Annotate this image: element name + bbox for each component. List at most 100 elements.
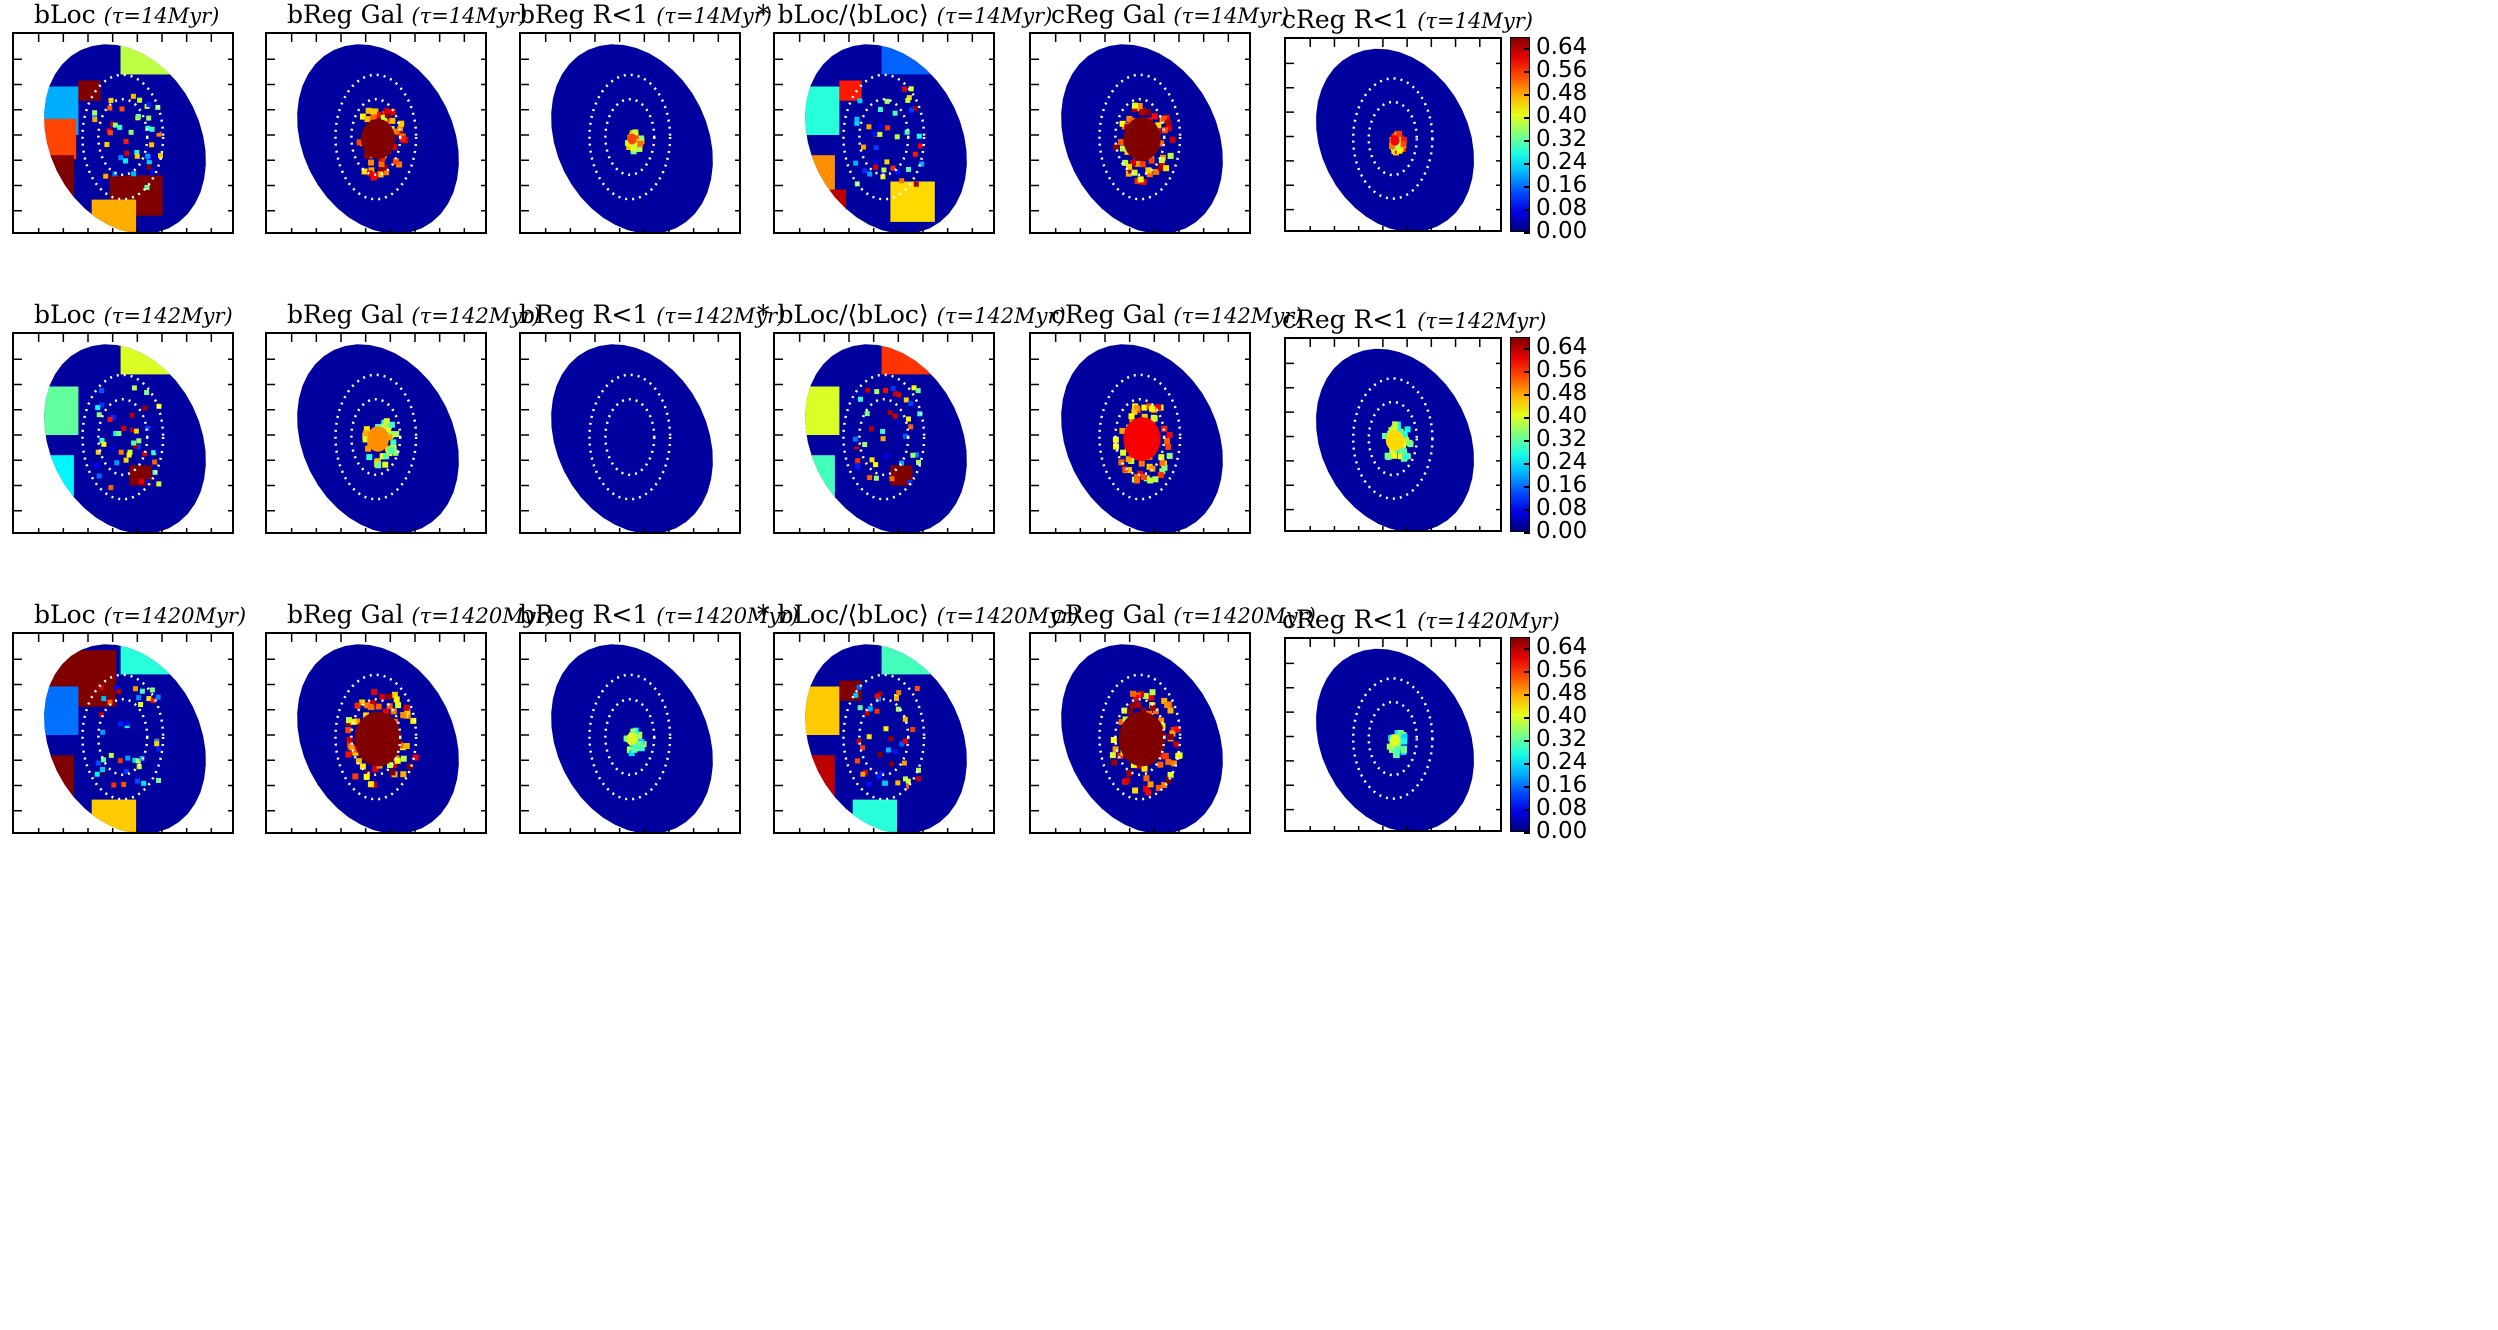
speckle-pixel [896, 392, 902, 398]
core-pixel [1111, 759, 1118, 766]
core-pixel [390, 708, 397, 715]
core-pixel [1125, 170, 1132, 177]
core-pixel [1141, 404, 1148, 411]
frame-ticks [521, 334, 739, 532]
colorbar-tick-label: 0.48 [1536, 380, 1588, 407]
speckle-pixel [858, 390, 864, 396]
speckle-pixel [118, 155, 124, 161]
core-pixel [1158, 753, 1165, 760]
heatmap-panel-r2-c3 [773, 632, 995, 834]
colorbar-tick-label: 0.16 [1536, 472, 1588, 499]
speckle-pixel [100, 767, 105, 772]
core-pixel [1131, 106, 1138, 113]
panel-title-r0-c3: * bLoc/⟨bLoc⟩ (τ=14Myr) [757, 0, 1052, 29]
panel-label: * bLoc/⟨bLoc⟩ [757, 0, 937, 29]
speckle-pixel [866, 124, 872, 130]
speckle-pixel [854, 120, 860, 126]
speckle-pixel [125, 755, 131, 761]
frame-ticks [1031, 334, 1249, 532]
panel-tau: (τ=142Myr) [936, 304, 1066, 328]
speckle-pixel [107, 105, 113, 111]
core-pixel [636, 145, 643, 152]
speckle-pixel [123, 138, 129, 144]
core-pixel [1158, 717, 1165, 724]
core-pixel [400, 771, 407, 778]
speckle-pixel [123, 158, 128, 164]
speckle-pixel [877, 107, 883, 112]
core-pixel [1127, 708, 1133, 715]
core-pixel [389, 769, 396, 776]
outer-ellipse [588, 73, 672, 201]
core-pixel [1113, 443, 1119, 450]
core-blob [627, 133, 637, 145]
outer-ellipse [334, 73, 418, 201]
core-pixel [1392, 421, 1399, 428]
speckle-pixel [909, 107, 915, 113]
colorbar-tick-label: 0.16 [1536, 172, 1588, 199]
colorbar-tick-label: 0.00 [1536, 518, 1588, 544]
speckle-pixel [141, 780, 147, 786]
core-pixel [1125, 456, 1132, 463]
core-pixel [1134, 477, 1140, 484]
core-pixel [412, 754, 419, 761]
core-pixel [1174, 726, 1181, 732]
speckle-pixel [119, 106, 125, 112]
colorbar-tick-label: 0.32 [1536, 426, 1588, 453]
core-pixel [1135, 701, 1142, 708]
speckle-pixel [867, 706, 873, 712]
core-pixel [1112, 746, 1119, 753]
galaxy-map [1061, 644, 1223, 832]
region-patch [805, 455, 835, 504]
speckle-pixel [877, 123, 883, 129]
colorbar-tick-mark [1524, 48, 1530, 50]
speckle-pixel [899, 741, 905, 747]
speckle-pixel [866, 734, 872, 740]
heatmap-svg [775, 334, 993, 532]
speckle-pixel [910, 727, 916, 732]
core-pixel [1389, 143, 1396, 149]
heatmap-panel-r0-c0 [12, 32, 234, 234]
speckle-pixel [883, 387, 889, 393]
colorbar-tick-mark [1524, 648, 1530, 650]
inner-ellipse [1114, 97, 1166, 177]
core-pixel [1165, 119, 1171, 126]
galaxy-map [805, 344, 967, 532]
speckle-pixel [95, 449, 101, 455]
colorbar-tick-label: 0.08 [1536, 495, 1588, 522]
panel-title-r0-c4: cReg Gal (τ=14Myr) [1051, 0, 1289, 29]
panel-tau: (τ=14Myr) [103, 4, 220, 28]
outer-ellipse [842, 73, 926, 201]
speckle-pixel [855, 464, 861, 470]
core-pixel [394, 757, 401, 764]
heatmap-panel-r2-c0 [12, 632, 234, 834]
core-pixel [1406, 439, 1413, 446]
colorbar-tick-mark [1524, 117, 1530, 119]
speckle-pixel [139, 479, 144, 485]
speckle-pixel [916, 767, 921, 773]
speckle-pixel [130, 93, 136, 99]
panel-tau: (τ=14Myr) [1173, 4, 1290, 28]
colorbar-tick-mark [1524, 163, 1530, 165]
colorbar-tick-label: 0.08 [1536, 195, 1588, 222]
speckle-pixel [890, 386, 896, 391]
core-pixel [1159, 722, 1166, 729]
colorbar-tick-label: 0.48 [1536, 80, 1588, 107]
speckle-pixel [94, 463, 100, 468]
galaxy-map [805, 44, 967, 232]
heatmap-panel-r1-c5 [1284, 337, 1502, 532]
core-pixel [1162, 752, 1169, 759]
speckle-pixel [132, 443, 138, 449]
region-patch [44, 386, 79, 435]
core-pixel [1129, 702, 1136, 709]
core-pixel [1143, 785, 1150, 792]
speckle-pixel [857, 98, 863, 104]
speckle-pixel [913, 452, 919, 458]
heatmap-svg [14, 34, 232, 232]
core-pixel [1165, 777, 1172, 784]
speckle-pixel [110, 121, 116, 127]
speckle-pixel [131, 440, 137, 446]
panel-tau: (τ=1420Myr) [936, 604, 1080, 628]
core-pixel [383, 418, 390, 425]
core-pixel [362, 433, 369, 440]
speckle-pixel [92, 110, 98, 116]
